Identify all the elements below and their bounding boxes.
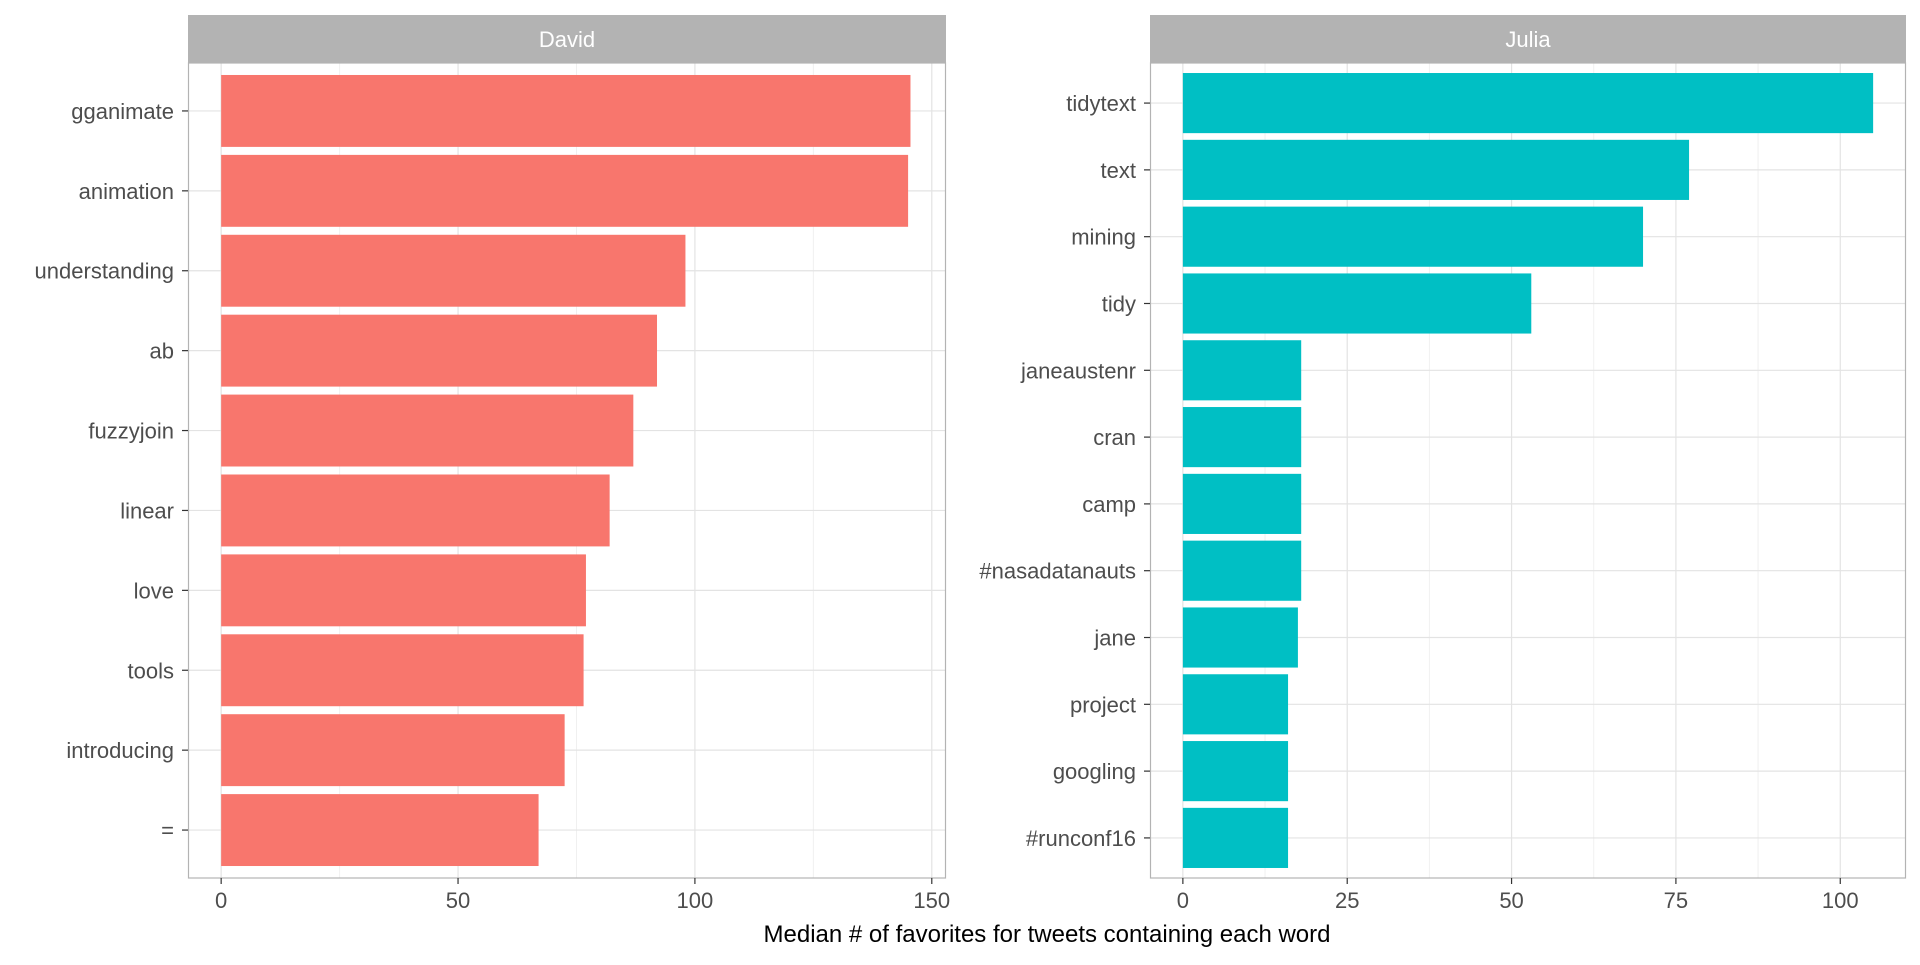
facet-panel-1: David gganimate animation understanding ab fu… [35,15,947,884]
bar-animation [221,154,909,227]
y-tick-label: linear [120,498,174,523]
bar-tidytext [1182,73,1874,134]
y-tick-label: love [134,578,174,603]
y-tick-label: gganimate [71,99,174,124]
bar-#nasadatanauts [1182,540,1302,601]
bar-love [221,554,586,627]
y-tick-label: camp [1082,492,1136,517]
y-tick-label: understanding [35,259,174,284]
y-tick-label: janeaustenr [1020,358,1136,383]
facet-strip [1150,15,1906,63]
x-tick-label: 100 [677,888,714,913]
bar-fuzzyjoin [221,394,634,467]
y-tick-label: cran [1093,425,1136,450]
x-tick-label: 150 [913,888,950,913]
x-tick-label: 100 [1822,888,1859,913]
facet-strip [188,15,946,63]
bar-project [1182,674,1289,735]
bar-mining [1182,206,1644,267]
y-tick-label: ab [150,339,174,364]
bar-linear [221,474,610,547]
bar-text [1182,139,1690,200]
y-tick-label: = [161,818,174,843]
x-tick-label: 0 [1177,888,1189,913]
y-tick-label: project [1070,692,1136,717]
bar-tools [221,634,584,707]
bar-googling [1182,741,1289,802]
bar-ab [221,314,658,387]
x-tick-label: 50 [446,888,470,913]
y-tick-label: jane [1093,626,1136,651]
y-tick-label: mining [1071,225,1136,250]
x-tick-label: 0 [215,888,227,913]
y-tick-label: tools [128,658,174,683]
y-tick-label: introducing [66,738,174,763]
bar-understanding [221,234,686,307]
y-tick-label: #nasadatanauts [979,559,1136,584]
y-tick-label: animation [79,179,174,204]
facet-strip-label: Julia [1505,27,1551,52]
y-tick-label: text [1101,158,1136,183]
bar-#runconf16 [1182,807,1289,868]
y-tick-label: tidy [1102,291,1136,316]
bar-cran [1182,407,1302,468]
x-axis-title: Median # of favorites for tweets contain… [764,921,1331,948]
bar-janeaustenr [1182,340,1302,401]
y-tick-label: tidytext [1066,91,1136,116]
y-tick-label: #runconf16 [1026,826,1136,851]
y-tick-label: googling [1053,759,1136,784]
x-tick-label: 75 [1664,888,1688,913]
bar-jane [1182,607,1298,668]
bar-introducing [221,714,565,787]
bar-gganimate [221,74,911,147]
facet-strip-label: David [539,27,595,52]
y-tick-label: fuzzyjoin [88,419,174,444]
x-tick-label: 25 [1335,888,1359,913]
facet-panel-2: Julia tidytext text mining tidy janeaustenr cr… [979,15,1907,884]
bar-= [221,794,539,867]
bar-camp [1182,473,1302,534]
bar-tidy [1182,273,1532,334]
x-tick-label: 50 [1499,888,1523,913]
